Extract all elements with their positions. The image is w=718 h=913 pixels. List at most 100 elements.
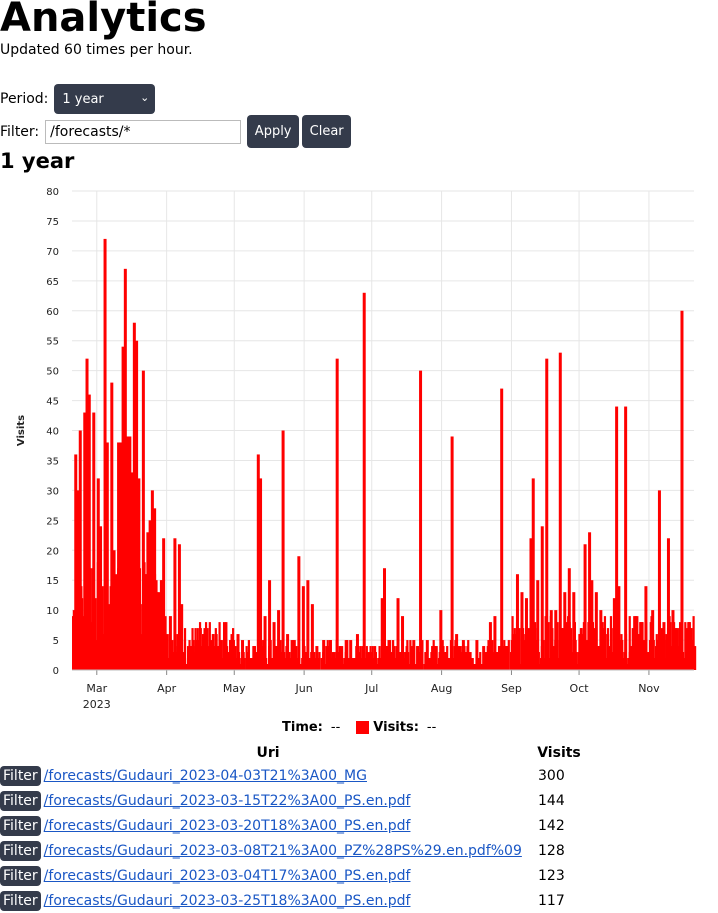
bar[interactable]	[404, 652, 407, 670]
bar-peak[interactable]	[92, 412, 96, 670]
bar[interactable]	[656, 640, 659, 670]
bar-peak[interactable]	[675, 628, 679, 670]
bar-peak[interactable]	[306, 580, 310, 670]
bar[interactable]	[414, 664, 417, 670]
bar[interactable]	[182, 652, 185, 670]
bar[interactable]	[313, 658, 317, 670]
bar-peak[interactable]	[657, 490, 661, 670]
bar-peak[interactable]	[222, 622, 226, 670]
bar-peak[interactable]	[263, 616, 267, 670]
bar-peak[interactable]	[99, 526, 103, 670]
bar-peak[interactable]	[297, 556, 301, 670]
bar[interactable]	[575, 652, 578, 670]
bar[interactable]	[171, 640, 174, 670]
visits-chart[interactable]: 0 5 10 15 20 25 30 35 40 45 50 55 60 65 70 75 80 Mar 2023 A…	[0, 180, 718, 720]
bar[interactable]	[250, 658, 253, 670]
bar-peak[interactable]	[644, 586, 648, 670]
bar[interactable]	[442, 646, 445, 670]
bar-peak[interactable]	[432, 646, 436, 670]
bar[interactable]	[496, 652, 499, 670]
bar[interactable]	[642, 640, 646, 670]
bar[interactable]	[547, 622, 550, 670]
bar[interactable]	[227, 652, 230, 670]
bar-peak[interactable]	[252, 646, 256, 670]
clear-button[interactable]: Clear	[302, 115, 352, 148]
bar-peak[interactable]	[155, 592, 159, 670]
bar[interactable]	[219, 640, 222, 670]
bar[interactable]	[183, 628, 187, 670]
bar-peak[interactable]	[549, 610, 553, 670]
bar-peak[interactable]	[671, 610, 675, 670]
bar-peak[interactable]	[572, 592, 576, 670]
bar[interactable]	[690, 628, 693, 670]
bar[interactable]	[160, 580, 163, 670]
bar-peak[interactable]	[105, 442, 109, 670]
bar-peak[interactable]	[373, 652, 377, 670]
bar[interactable]	[603, 616, 607, 670]
bar[interactable]	[81, 598, 84, 670]
bar[interactable]	[491, 652, 495, 670]
bar-peak[interactable]	[168, 616, 172, 670]
bar[interactable]	[234, 646, 237, 670]
bar-peak[interactable]	[362, 292, 366, 670]
bar-peak[interactable]	[322, 640, 326, 670]
bar-peak[interactable]	[635, 616, 639, 670]
bar-peak[interactable]	[162, 538, 166, 670]
bar-peak[interactable]	[383, 568, 386, 670]
bar-peak[interactable]	[425, 640, 429, 670]
bar-peak[interactable]	[117, 442, 121, 670]
bar-peak[interactable]	[146, 532, 150, 670]
bar-peak[interactable]	[112, 550, 116, 670]
bar[interactable]	[289, 658, 292, 670]
bar-peak[interactable]	[335, 358, 339, 670]
bar-peak[interactable]	[177, 544, 181, 670]
bar[interactable]	[262, 640, 265, 670]
bar-peak[interactable]	[524, 598, 528, 670]
bar-peak[interactable]	[405, 646, 409, 670]
bar-peak[interactable]	[583, 544, 587, 670]
bar-peak[interactable]	[504, 652, 508, 670]
bar[interactable]	[101, 586, 104, 670]
uri-link[interactable]: /forecasts/Gudauri_2023-03-25T18%3A00_PS…	[43, 892, 411, 909]
bar-peak[interactable]	[443, 652, 447, 670]
bar[interactable]	[304, 652, 308, 670]
bar-peak[interactable]	[617, 586, 621, 670]
uri-link[interactable]: /forecasts/Gudauri_2023-03-20T18%3A00_PS…	[43, 817, 411, 834]
bar-peak[interactable]	[310, 604, 314, 670]
bar-peak[interactable]	[141, 370, 145, 670]
bar-peak[interactable]	[590, 580, 594, 670]
bar[interactable]	[464, 652, 468, 670]
bar-peak[interactable]	[96, 478, 100, 670]
bar-peak[interactable]	[662, 622, 666, 670]
bar[interactable]	[665, 634, 668, 670]
bar-peak[interactable]	[579, 640, 583, 670]
bar[interactable]	[435, 646, 438, 670]
bar[interactable]	[518, 628, 521, 670]
bar-peak[interactable]	[628, 652, 632, 670]
bar-peak[interactable]	[412, 640, 416, 670]
uri-link[interactable]: /forecasts/Gudauri_2023-03-15T22%3A00_PS…	[43, 792, 411, 809]
bar[interactable]	[293, 640, 296, 670]
bar-peak[interactable]	[612, 598, 616, 670]
bar-peak[interactable]	[344, 640, 348, 670]
row-filter-button[interactable]: Filter	[0, 765, 41, 786]
bar[interactable]	[637, 634, 640, 670]
bar-peak[interactable]	[639, 622, 643, 670]
bar[interactable]	[610, 628, 613, 670]
bar[interactable]	[428, 658, 432, 670]
bar-peak[interactable]	[536, 580, 540, 670]
bar-peak[interactable]	[401, 616, 405, 670]
bar[interactable]	[255, 652, 258, 670]
bar-peak[interactable]	[173, 538, 177, 670]
row-filter-button[interactable]: Filter	[0, 840, 41, 861]
bar-peak[interactable]	[540, 526, 544, 670]
bar[interactable]	[459, 652, 462, 670]
bar[interactable]	[513, 628, 516, 670]
bar[interactable]	[318, 652, 321, 670]
bar-peak[interactable]	[256, 454, 260, 670]
bar-peak[interactable]	[419, 370, 423, 670]
bar[interactable]	[570, 628, 573, 670]
bar[interactable]	[243, 658, 246, 670]
bar[interactable]	[371, 646, 374, 670]
bar-peak[interactable]	[277, 610, 281, 670]
